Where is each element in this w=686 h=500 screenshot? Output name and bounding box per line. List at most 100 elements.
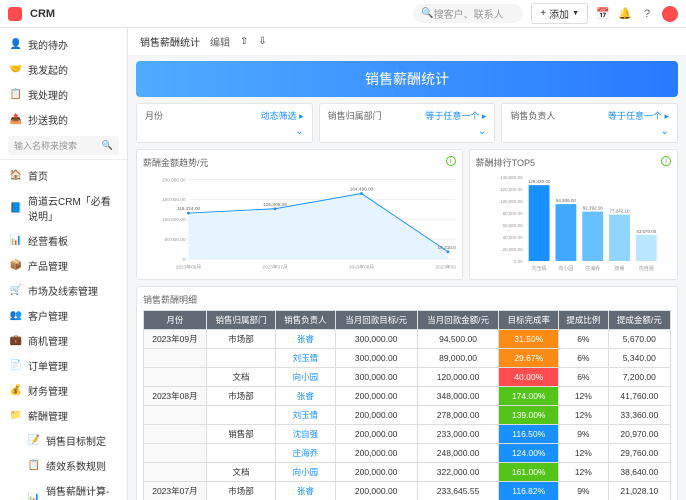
sidebar-top-item[interactable]: 📋我处理的 — [0, 82, 127, 107]
item-icon: 📄 — [10, 360, 22, 372]
svg-text:43,570.00: 43,570.00 — [636, 229, 657, 234]
person-link[interactable]: 向小园 — [276, 463, 336, 482]
col-header: 当月回款目标/元 — [335, 311, 417, 330]
item-icon: 📋 — [10, 89, 22, 101]
sidebar-nav-item[interactable]: 📊经营看板 — [0, 228, 127, 253]
svg-text:60,000.00: 60,000.00 — [502, 223, 523, 228]
sidebar-top-item[interactable]: 📤抄送我的 — [0, 107, 127, 132]
sidebar-nav-item[interactable]: 💼商机管理 — [0, 328, 127, 353]
svg-text:向小园: 向小园 — [558, 265, 573, 272]
sidebar-top-item[interactable]: 🤝我发起的 — [0, 57, 127, 82]
item-icon: 💰 — [10, 385, 22, 397]
sidebar-nav-item[interactable]: 📄订单管理 — [0, 353, 127, 378]
sidebar-nav-item[interactable]: 🏠首页 — [0, 163, 127, 188]
filter-box[interactable]: 月份动态筛选 ▸⌄ — [136, 103, 313, 143]
sidebar-nav-item[interactable]: 📦产品管理 — [0, 253, 127, 278]
item-icon: 📤 — [10, 114, 22, 126]
item-icon: 📝 — [28, 435, 40, 447]
svg-text:0: 0 — [183, 257, 186, 263]
svg-text:100,000.00: 100,000.00 — [162, 217, 186, 223]
col-header: 月份 — [144, 311, 207, 330]
svg-text:115,424.00: 115,424.00 — [177, 206, 201, 212]
help-icon[interactable]: ? — [640, 7, 654, 21]
sidebar-search[interactable]: 输入名称来搜索 🔍 — [8, 136, 119, 155]
add-button[interactable]: + 添加 ▼ — [531, 3, 588, 24]
svg-text:80,000.00: 80,000.00 — [502, 211, 523, 216]
col-header: 销售负责人 — [276, 311, 336, 330]
col-header: 提成比例 — [558, 311, 608, 330]
person-link[interactable]: 庄海乔 — [276, 444, 336, 463]
bell-icon[interactable]: 🔔 — [618, 7, 632, 21]
share-icon[interactable]: ⇧ — [240, 36, 248, 47]
table-row: 庄海乔200,000.00248,000.00124.00%12%29,760.… — [144, 444, 671, 463]
sidebar-sub-item[interactable]: 📊销售薪酬计算-每月同步 — [0, 478, 127, 500]
rank-chart: i 薪酬排行TOP5 0.0020,000.0040,000.0060,000.… — [469, 149, 678, 280]
top-bar: CRM 🔍 搜客户、联系人 + 添加 ▼ 📅 🔔 ? — [0, 0, 686, 28]
logo-icon — [8, 7, 22, 21]
item-icon: 👤 — [10, 39, 22, 51]
sidebar-nav-item[interactable]: 📘简道云CRM「必看说明」 — [0, 188, 127, 228]
filter-box[interactable]: 销售归属部门等于任意一个 ▸⌄ — [319, 103, 496, 143]
item-icon: 📋 — [28, 460, 40, 472]
page-header: 销售薪酬统计 编辑 ⇧ ⇩ — [128, 28, 686, 55]
detail-table: 月份销售归属部门销售负责人当月回款目标/元当月回款金额/元目标完成率提成比例提成… — [143, 310, 671, 500]
chevron-down-icon: ⌄ — [145, 126, 304, 137]
brand-name: CRM — [30, 8, 55, 20]
hero-banner: 销售薪酬统计 — [136, 61, 678, 97]
svg-text:2023年08月: 2023年08月 — [349, 263, 374, 270]
svg-text:140,000.00: 140,000.00 — [500, 175, 523, 180]
table-row: 销售部沈自强200,000.00233,000.00116.50%9%20,97… — [144, 425, 671, 444]
table-row: 2023年07月市场部张睿200,000.00233,645.55116.82%… — [144, 482, 671, 500]
table-row: 2023年09月市场部张睿300,000.0094,500.0031.50%6%… — [144, 330, 671, 349]
person-link[interactable]: 刘玉倩 — [276, 406, 336, 425]
person-link[interactable]: 向小园 — [276, 368, 336, 387]
edit-link[interactable]: 编辑 — [210, 34, 230, 49]
sidebar-sub-item[interactable]: 📋绩效系数规则 — [0, 453, 127, 478]
chevron-down-icon: ⌄ — [510, 126, 669, 137]
sidebar: 👤我的待办🤝我发起的📋我处理的📤抄送我的 输入名称来搜索 🔍 🏠首页📘简道云CR… — [0, 28, 128, 500]
person-link[interactable]: 张睿 — [276, 482, 336, 500]
filter-box[interactable]: 销售负责人等于任意一个 ▸⌄ — [501, 103, 678, 143]
avatar[interactable] — [662, 6, 678, 22]
info-icon[interactable]: i — [446, 156, 456, 166]
person-link[interactable]: 张睿 — [276, 330, 336, 349]
sidebar-nav-item[interactable]: 📁薪酬管理 — [0, 403, 127, 428]
table-row: 刘玉倩300,000.0089,000.0029.67%6%5,340.00 — [144, 349, 671, 368]
export-icon[interactable]: ⇩ — [258, 36, 266, 47]
item-icon: 💼 — [10, 335, 22, 347]
svg-text:100,000.00: 100,000.00 — [500, 199, 523, 204]
col-header: 当月回款金额/元 — [417, 311, 499, 330]
person-link[interactable]: 沈自强 — [276, 425, 336, 444]
calendar-icon[interactable]: 📅 — [596, 7, 610, 21]
svg-text:50,000.00: 50,000.00 — [165, 237, 186, 243]
item-icon: 📁 — [10, 410, 22, 422]
col-header: 销售归属部门 — [206, 311, 275, 330]
svg-text:126,306.26: 126,306.26 — [263, 202, 287, 208]
detail-table-wrap: 销售薪酬明细 月份销售归属部门销售负责人当月回款目标/元当月回款金额/元目标完成… — [136, 286, 678, 500]
sidebar-nav-item[interactable]: 👥客户管理 — [0, 303, 127, 328]
table-row: 文档向小园300,000.00120,000.0040.00%6%7,200.0… — [144, 368, 671, 387]
sidebar-nav-item[interactable]: 🛒市场及线索管理 — [0, 278, 127, 303]
person-link[interactable]: 张睿 — [276, 387, 336, 406]
table-row: 2023年08月市场部张睿200,000.00348,000.00174.00%… — [144, 387, 671, 406]
plus-icon: + — [540, 8, 546, 19]
item-icon: 🏠 — [10, 170, 22, 182]
svg-text:164,490.00: 164,490.00 — [350, 187, 374, 193]
item-icon: 📦 — [10, 260, 22, 272]
col-header: 提成金额/元 — [608, 311, 670, 330]
global-search[interactable]: 🔍 搜客户、联系人 — [413, 4, 523, 23]
person-link[interactable]: 刘玉倩 — [276, 349, 336, 368]
sidebar-nav-item[interactable]: 💰财务管理 — [0, 378, 127, 403]
item-icon: 🤝 — [10, 64, 22, 76]
svg-text:18,210.00: 18,210.00 — [438, 245, 456, 251]
sidebar-sub-item[interactable]: 📝销售目标制定 — [0, 428, 127, 453]
chevron-down-icon: ▼ — [572, 10, 579, 17]
trend-chart: i 薪酬金额趋势/元 050,000.00100,000.00150,000.0… — [136, 149, 463, 280]
page-title: 销售薪酬统计 — [140, 34, 200, 49]
item-icon: 📘 — [10, 202, 22, 214]
item-icon: 📊 — [28, 492, 40, 500]
info-icon[interactable]: i — [661, 156, 671, 166]
sidebar-top-item[interactable]: 👤我的待办 — [0, 32, 127, 57]
search-icon: 🔍 — [102, 140, 113, 151]
svg-text:20,000.00: 20,000.00 — [502, 247, 523, 252]
